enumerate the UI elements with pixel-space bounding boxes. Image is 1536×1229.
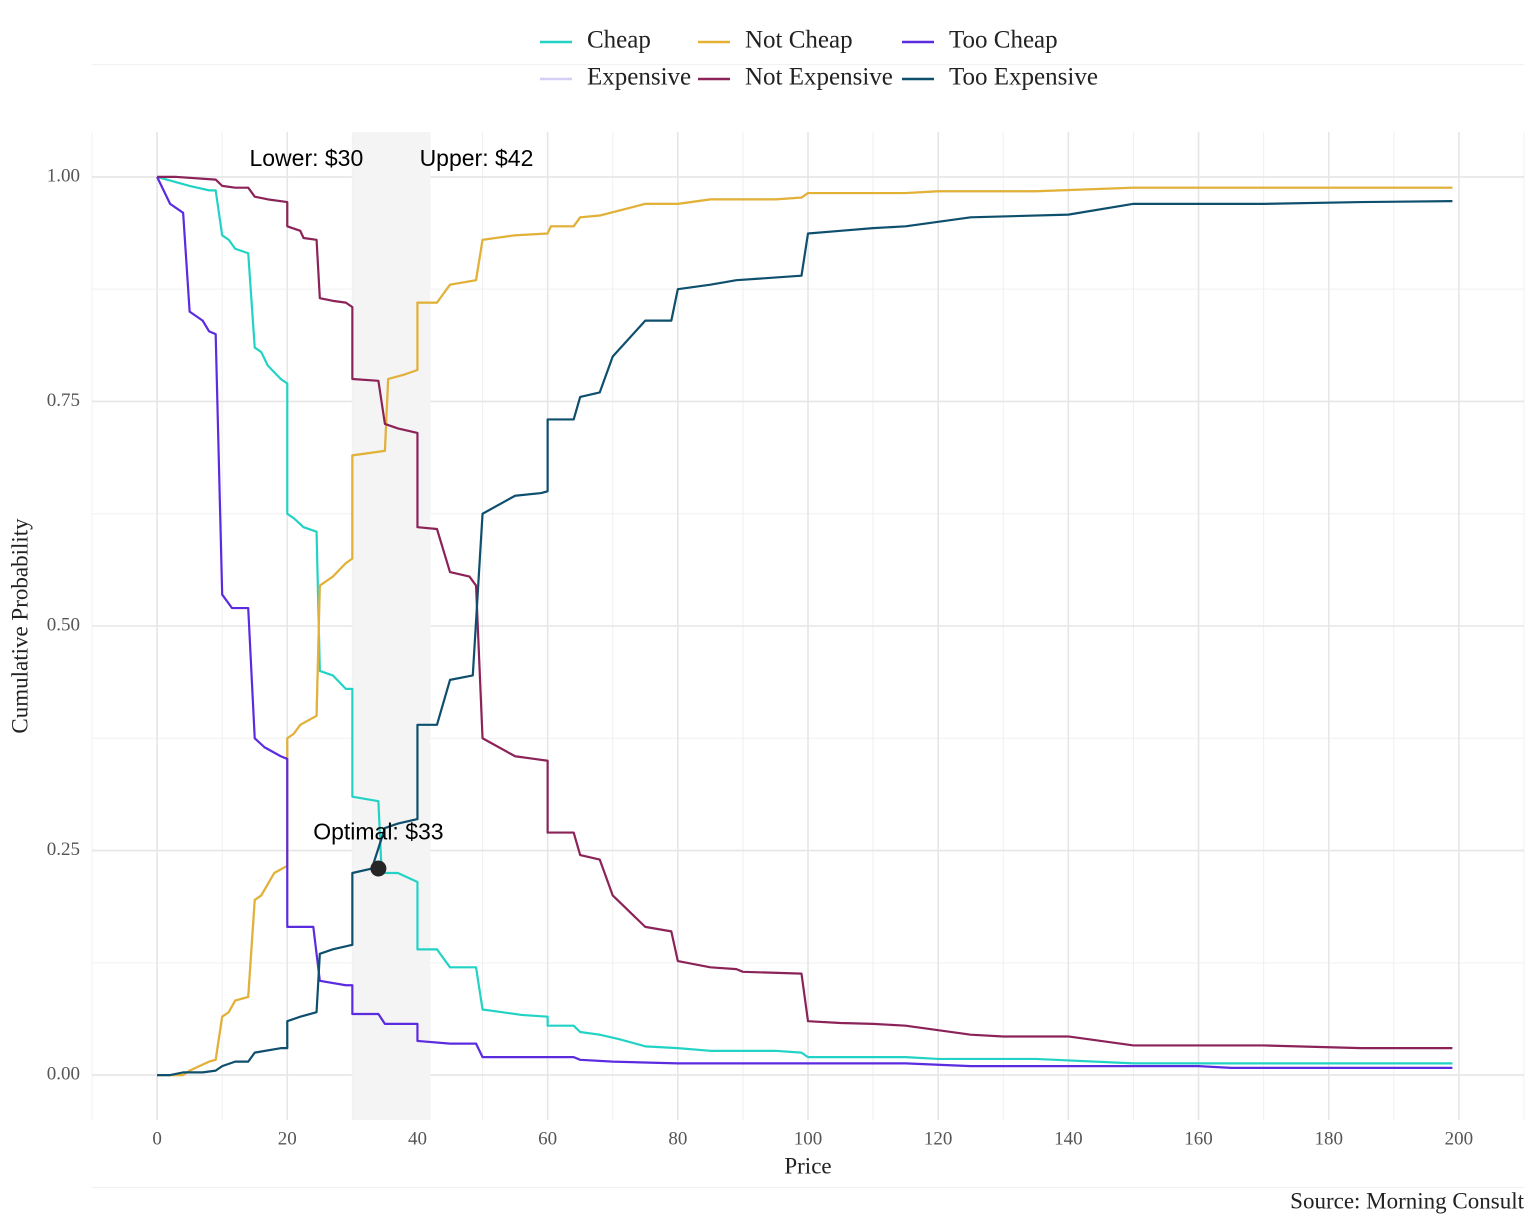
series-line (157, 186, 1453, 1077)
legend-label: Cheap (587, 27, 651, 54)
legend-label: Too Cheap (949, 27, 1058, 54)
y-tick-label: 0.75 (47, 390, 80, 411)
legend-label: Not Cheap (745, 27, 853, 54)
optimal-label: Optimal: $33 (313, 819, 443, 845)
legend-label: Expensive (587, 64, 691, 91)
optimal-point (370, 860, 387, 877)
x-tick-label: 180 (1314, 1128, 1343, 1149)
x-tick-label: 160 (1184, 1128, 1213, 1149)
x-tick-label: 0 (152, 1128, 162, 1149)
range-band (352, 132, 431, 1120)
caption: Source: Morning Consult (1290, 1188, 1524, 1213)
x-tick-label: 140 (1054, 1128, 1083, 1149)
y-tick-label: 0.00 (47, 1063, 80, 1084)
series-line (157, 200, 1453, 1077)
x-tick-label: 20 (278, 1128, 297, 1149)
x-tick-label: 200 (1445, 1128, 1474, 1149)
x-tick-label: 100 (794, 1128, 823, 1149)
lower-label: Lower: $30 (249, 145, 363, 171)
x-tick-label: 40 (408, 1128, 427, 1149)
x-tick-label: 60 (538, 1128, 557, 1149)
y-tick-label: 0.50 (47, 614, 80, 635)
x-tick-label: 120 (924, 1128, 953, 1149)
upper-label: Upper: $42 (420, 145, 534, 171)
y-tick-label: 0.25 (47, 839, 80, 860)
y-axis-label: Cumulative Probability (7, 518, 32, 734)
series-line (157, 175, 1453, 1050)
series-line (156, 175, 1453, 1065)
legend-label: Too Expensive (949, 64, 1098, 91)
y-tick-label: 1.00 (47, 165, 80, 186)
legend-label: Not Expensive (745, 64, 893, 91)
series-line (156, 176, 1453, 1070)
x-axis-label: Price (784, 1153, 831, 1178)
x-tick-label: 80 (668, 1128, 687, 1149)
